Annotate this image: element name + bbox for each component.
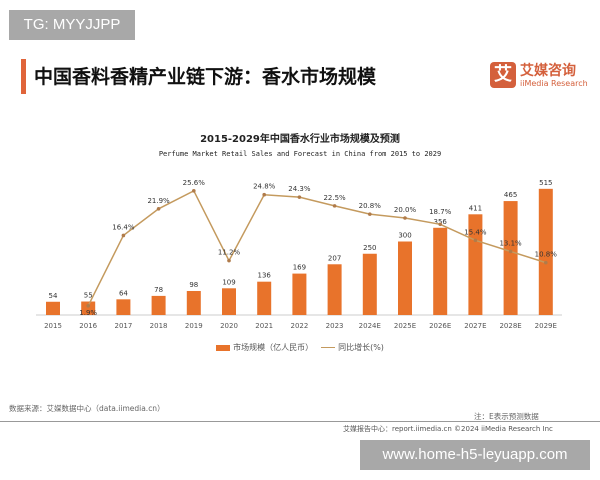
growth-value-label: 18.7% — [429, 208, 452, 216]
x-tick-label: 2027E — [464, 322, 486, 330]
bar-value-label: 78 — [154, 286, 163, 294]
growth-point — [332, 204, 337, 208]
source-note: 数据来源：艾媒数据中心（data.iimedia.cn） — [9, 404, 165, 413]
growth-point — [262, 192, 267, 197]
bar — [151, 295, 166, 315]
growth-point — [544, 260, 548, 265]
watermark-top: TG: MYYJJPP — [9, 10, 135, 40]
chart-title: 2015-2029年中国香水行业市场规模及预测 — [200, 134, 400, 145]
growth-point — [227, 258, 231, 263]
bar-value-label: 411 — [469, 204, 482, 212]
legend-line-label: 同比增长(%) — [338, 343, 384, 352]
bar — [503, 201, 518, 315]
x-tick-label: 2021 — [255, 322, 273, 330]
x-tick-label: 2026E — [429, 322, 451, 330]
bar — [362, 253, 377, 315]
growth-value-label: 24.8% — [253, 183, 276, 191]
growth-value-label: 15.4% — [464, 228, 487, 236]
growth-value-label: 10.8% — [535, 251, 558, 259]
forecast-note: 注：E表示预测数据 — [474, 412, 539, 421]
growth-point — [438, 222, 443, 227]
bar — [538, 188, 553, 315]
footer-credit: 艾媒报告中心：report.iimedia.cn ©2024 iiMedia R… — [343, 425, 553, 433]
logo-mark-icon: 艾 — [490, 62, 516, 88]
x-tick-label: 2024E — [359, 322, 381, 330]
bar — [257, 281, 272, 315]
x-tick-label: 2017 — [114, 322, 132, 330]
growth-value-label: 21.9% — [147, 197, 170, 205]
bar-value-label: 98 — [189, 281, 198, 289]
bar — [46, 301, 60, 315]
bar-value-label: 250 — [363, 244, 376, 252]
growth-point — [473, 238, 478, 243]
bar-value-label: 64 — [119, 289, 128, 297]
growth-point — [508, 249, 513, 254]
x-tick-label: 2029E — [535, 322, 557, 330]
bar-value-label: 207 — [328, 254, 341, 262]
legend: 市场规模（亿人民币） 同比增长(%) — [0, 342, 600, 353]
bar — [398, 241, 412, 315]
growth-point — [403, 216, 407, 220]
bar-value-label: 136 — [258, 272, 272, 280]
growth-value-label: 13.1% — [499, 239, 522, 247]
growth-point — [368, 212, 372, 216]
growth-value-label: 22.5% — [323, 194, 346, 202]
bar-value-label: 300 — [398, 232, 411, 240]
bar-value-label: 356 — [434, 218, 448, 226]
bar — [292, 273, 307, 315]
logo-cn: 艾媒咨询 — [520, 63, 576, 79]
bar — [433, 227, 448, 315]
legend-bar-swatch — [216, 344, 231, 351]
bar-value-label: 109 — [222, 278, 235, 286]
bar-value-label: 465 — [504, 191, 517, 199]
x-tick-label: 2016 — [79, 322, 97, 330]
growth-value-label: 11.2% — [218, 249, 241, 257]
bar-value-label: 515 — [539, 179, 552, 187]
legend-line-swatch — [321, 347, 336, 348]
bar — [222, 288, 236, 315]
watermark-bottom: www.home-h5-leyuapp.com — [360, 440, 590, 470]
growth-value-label: 25.6% — [183, 179, 206, 187]
x-tick-label: 2015 — [44, 322, 62, 330]
bar — [81, 301, 96, 315]
bar — [327, 264, 342, 315]
growth-point — [156, 206, 161, 211]
growth-point — [192, 189, 196, 193]
divider — [0, 421, 600, 422]
growth-value-label: 20.0% — [394, 206, 417, 214]
growth-value-label: 20.8% — [359, 202, 382, 210]
page-title: 中国香料香精产业链下游：香水市场规模 — [34, 66, 377, 88]
growth-value-label: 24.3% — [288, 185, 311, 193]
logo-en: iiMedia Research — [520, 79, 588, 88]
chart: 54 2015 55 2016 64 2017 78 2018 98 2019 109 2020 136… — [36, 179, 562, 330]
bar — [186, 290, 201, 315]
x-tick-label: 2022 — [290, 322, 308, 330]
growth-point — [297, 195, 302, 199]
growth-point — [86, 303, 90, 308]
x-tick-label: 2028E — [499, 322, 521, 330]
bar-value-label: 55 — [84, 292, 93, 300]
growth-value-label: 16.4% — [112, 223, 135, 231]
x-tick-label: 2025E — [394, 322, 416, 330]
growth-line — [87, 189, 547, 307]
chart-subtitle: Perfume Market Retail Sales and Forecast… — [158, 150, 442, 158]
title-accent-bar — [21, 59, 26, 94]
growth-value-label: 1.9% — [79, 309, 97, 317]
legend-bar-label: 市场规模（亿人民币） — [233, 343, 314, 352]
x-tick-label: 2020 — [220, 322, 238, 330]
bar — [116, 299, 131, 315]
bar-value-label: 54 — [49, 292, 58, 300]
x-tick-label: 2019 — [185, 322, 203, 330]
bar-value-label: 169 — [293, 264, 306, 272]
x-tick-label: 2023 — [326, 322, 344, 330]
x-tick-label: 2018 — [150, 322, 168, 330]
growth-point — [121, 233, 126, 238]
